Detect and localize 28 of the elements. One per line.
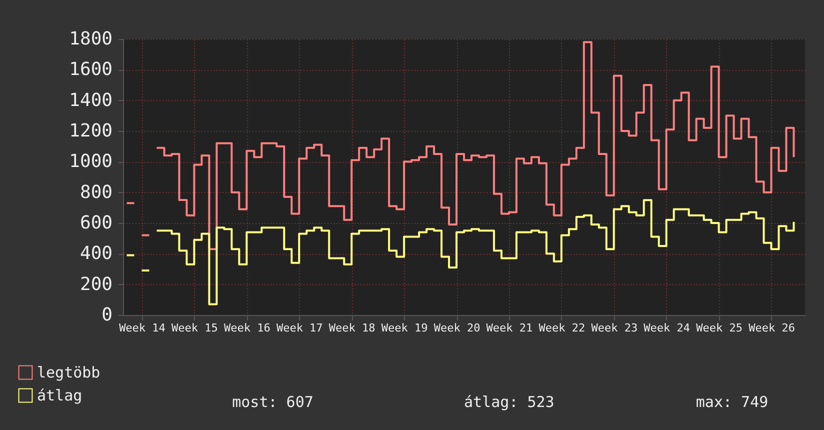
text: átlag: 523 (464, 393, 554, 411)
x-tick-label: Week 18 (328, 322, 376, 334)
x-tick-label: Week 15 (172, 322, 218, 334)
legend-label: átlag (37, 386, 82, 404)
x-tick-label: Week 24 (644, 322, 690, 334)
legend-label: legtöbb (37, 364, 100, 382)
text: most: 607 (232, 393, 314, 411)
x-tick-label: Week 23 (591, 322, 638, 334)
y-tick-label: 400 (80, 243, 112, 264)
y-tick-label: 1200 (69, 120, 112, 142)
x-tick-label: Week 21 (486, 322, 533, 334)
y-tick-label: 200 (80, 274, 112, 295)
x-tick-label: Week 19 (381, 322, 428, 334)
x-tick-label: Week 22 (538, 322, 586, 334)
x-tick-label: Week 17 (276, 322, 323, 334)
y-tick-label: 1400 (69, 90, 112, 111)
x-tick-label: Week 26 (748, 322, 795, 334)
text: max: 749 (696, 393, 768, 411)
y-tick-label: 600 (80, 212, 112, 234)
x-tick-label: Week 25 (696, 322, 742, 334)
y-tick-label: 800 (80, 182, 112, 203)
x-tick-label: Week 14 (119, 322, 166, 334)
y-tick-label: 0 (102, 304, 112, 326)
y-tick-label: 1600 (69, 59, 112, 80)
y-tick-label: 1800 (69, 28, 112, 50)
x-tick-label: Week 20 (434, 322, 480, 334)
y-tick-label: 1000 (69, 151, 112, 172)
x-tick-label: Week 16 (224, 322, 270, 334)
